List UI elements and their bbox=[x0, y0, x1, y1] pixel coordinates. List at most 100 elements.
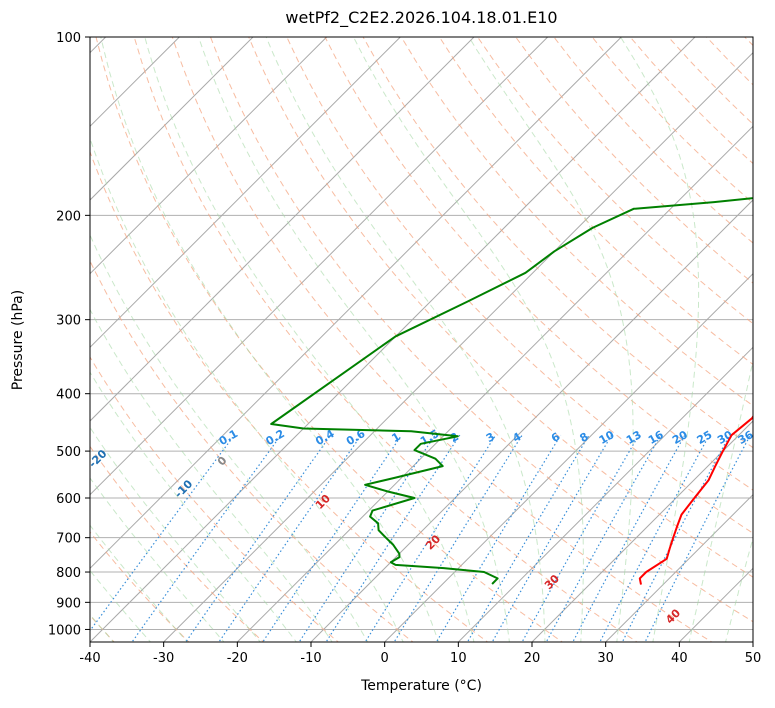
isotherm-line bbox=[90, 37, 328, 275]
y-tick-label: 400 bbox=[56, 388, 81, 403]
isotherm-line bbox=[678, 567, 753, 642]
moist-adiabat bbox=[90, 136, 404, 642]
x-axis-label: Temperature (°C) bbox=[361, 678, 482, 694]
isotherm-line bbox=[384, 272, 753, 642]
mixing-ratio-line bbox=[298, 434, 436, 642]
dry-adiabat bbox=[95, 37, 564, 642]
mixing-ratio-line bbox=[393, 434, 523, 642]
moist-adiabat bbox=[90, 426, 261, 642]
mixing-ratio-line bbox=[491, 434, 613, 642]
mixing-ratio-label: 36 bbox=[736, 428, 756, 447]
chart-title: wetPf2_C2E2.2026.104.18.01.E10 bbox=[285, 8, 558, 27]
dry-adiabat bbox=[90, 531, 190, 642]
moist-adiabat bbox=[90, 233, 369, 642]
x-tick-label: 10 bbox=[450, 651, 467, 666]
dry-adiabat bbox=[286, 37, 753, 534]
dry-adiabat bbox=[477, 37, 753, 325]
dry-adiabat bbox=[438, 37, 753, 366]
moist-adiabat bbox=[144, 37, 475, 642]
isotherm-line bbox=[90, 37, 622, 570]
y-tick-label: 600 bbox=[56, 492, 81, 507]
dry-adiabat bbox=[553, 37, 753, 244]
temperature-profile bbox=[638, 414, 753, 585]
mixing-ratio-line bbox=[435, 434, 562, 642]
isotherm-line bbox=[236, 125, 753, 642]
isotherm-line bbox=[163, 51, 753, 642]
y-tick-label: 1000 bbox=[48, 623, 81, 638]
dry-adiabat bbox=[515, 37, 753, 284]
mixing-ratio-line bbox=[131, 434, 282, 642]
mixing-ratio-label: 25 bbox=[695, 428, 715, 447]
mixing-ratio-label: 0.2 bbox=[263, 427, 286, 448]
mixing-ratio-line bbox=[90, 434, 235, 632]
mixing-ratio-line bbox=[364, 434, 497, 642]
dry-adiabat bbox=[591, 37, 753, 204]
x-tick-label: -10 bbox=[300, 651, 321, 666]
moist-adiabat bbox=[90, 371, 297, 642]
dry-adiabat bbox=[362, 37, 753, 449]
x-tick-label: 50 bbox=[745, 651, 762, 666]
mixing-ratio-label: 1 bbox=[390, 430, 403, 445]
background-lines bbox=[90, 37, 753, 642]
dry-adiabat bbox=[133, 37, 638, 642]
sounding-series bbox=[270, 197, 753, 585]
mixing-ratio-label: 0.1 bbox=[217, 427, 240, 448]
plot-frame bbox=[89, 36, 754, 643]
moist-adiabat bbox=[90, 524, 188, 642]
dry-adiabat bbox=[90, 259, 414, 642]
mixing-ratio-label: 16 bbox=[646, 428, 666, 447]
isotherm-line bbox=[605, 493, 753, 642]
dry-adiabat-label: -30 bbox=[2, 410, 25, 433]
x-tick-label: -30 bbox=[153, 651, 174, 666]
moist-adiabat bbox=[725, 536, 753, 642]
dry-adiabat bbox=[324, 37, 753, 491]
axes: -40 -30 -20 -10 0 10 20 30 40 5010020030040050060… bbox=[48, 31, 761, 666]
isotherm-line bbox=[90, 37, 549, 496]
mixing-ratio-label: 6 bbox=[549, 430, 562, 445]
mixing-ratio-line bbox=[599, 434, 710, 642]
mixing-ratio-line bbox=[185, 434, 332, 642]
mixing-ratio-label: 4 bbox=[510, 430, 523, 445]
moist-adiabat bbox=[353, 37, 584, 642]
line-labels: 0.10.20.40.611.52346810131620253036-100-… bbox=[2, 410, 756, 627]
dry-adiabat bbox=[90, 356, 339, 642]
dry-adiabat bbox=[90, 150, 489, 642]
moist-adiabat bbox=[90, 308, 333, 642]
dry-adiabat bbox=[210, 37, 753, 623]
y-tick-label: 700 bbox=[56, 532, 81, 547]
isotherm-line bbox=[310, 199, 753, 642]
y-tick-label: 800 bbox=[56, 566, 81, 581]
mixing-ratio-label: 1.5 bbox=[418, 427, 441, 448]
isotherm-line bbox=[90, 37, 254, 201]
x-tick-label: 20 bbox=[524, 651, 541, 666]
dry-adiabat bbox=[171, 37, 713, 642]
y-tick-label: 200 bbox=[56, 209, 81, 224]
x-tick-label: -20 bbox=[227, 651, 248, 666]
y-tick-label: 900 bbox=[56, 596, 81, 611]
mixing-ratio-label: 20 bbox=[670, 428, 690, 447]
isotherm-line bbox=[90, 37, 475, 422]
isotherm-line bbox=[531, 420, 753, 642]
mixing-ratio-label: 10 bbox=[597, 428, 617, 447]
moist-adiabat bbox=[90, 569, 152, 642]
y-tick-label: 500 bbox=[56, 445, 81, 460]
isotherm-line bbox=[752, 641, 753, 642]
y-tick-label: 100 bbox=[56, 31, 81, 46]
y-axis-label: Pressure (hPa) bbox=[10, 289, 26, 391]
dry-adiabat bbox=[90, 445, 265, 642]
mixing-ratio-line bbox=[621, 434, 731, 642]
mixing-ratio-label: 13 bbox=[624, 428, 644, 447]
x-tick-label: 0 bbox=[381, 651, 389, 666]
moist-adiabat bbox=[468, 37, 634, 642]
x-tick-label: 30 bbox=[597, 651, 614, 666]
x-tick-label: -40 bbox=[79, 651, 100, 666]
moist-adiabat bbox=[198, 37, 510, 642]
dry-adiabat bbox=[400, 37, 753, 407]
dewpoint-profile bbox=[270, 197, 753, 585]
mixing-ratio-line bbox=[262, 434, 403, 642]
dry-adiabat-label: 30 bbox=[542, 572, 562, 592]
moist-adiabat bbox=[688, 358, 753, 642]
moist-adiabat bbox=[100, 37, 440, 642]
isotherm-line bbox=[90, 37, 401, 349]
